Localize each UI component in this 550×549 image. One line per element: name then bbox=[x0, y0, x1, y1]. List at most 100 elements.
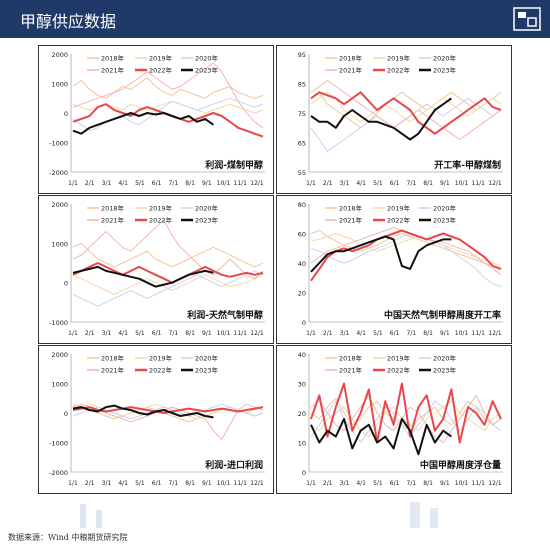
chart-title: 利润-天然气制甲醇 bbox=[186, 309, 263, 321]
x-tick-label: 5/1 bbox=[373, 330, 383, 337]
y-tick-label: 65 bbox=[298, 140, 306, 148]
x-tick-label: 6/1 bbox=[152, 480, 162, 487]
series-line-5 bbox=[310, 417, 452, 456]
chart-panel-1: 2000 1000 0 -1000 -2000 1/1 2/1 3/1 4/1 5/1 6/1 7/1… bbox=[38, 45, 274, 194]
series-line-3 bbox=[310, 80, 502, 140]
y-tick-label: 30 bbox=[298, 381, 306, 389]
x-tick-label: 10/1 bbox=[217, 330, 231, 337]
legend-label: 2022年 bbox=[387, 216, 411, 225]
legend-label: 2018年 bbox=[339, 54, 363, 63]
x-tick-label: 3/1 bbox=[340, 480, 350, 487]
x-tick-label: 9/1 bbox=[202, 480, 212, 487]
x-tick-label: 3/1 bbox=[102, 480, 112, 487]
x-tick-label: 3/1 bbox=[340, 180, 350, 187]
legend-label: 2019年 bbox=[387, 54, 411, 63]
x-tick-label: 1/1 bbox=[68, 480, 78, 487]
series-line-5 bbox=[72, 112, 214, 135]
x-tick-label: 11/1 bbox=[234, 180, 248, 187]
x-tick-label: 5/1 bbox=[373, 480, 383, 487]
x-tick-label: 2/1 bbox=[85, 180, 95, 187]
legend-label: 2018年 bbox=[101, 354, 125, 363]
y-tick-label: 0 bbox=[302, 469, 306, 477]
x-tick-label: 2/1 bbox=[85, 480, 95, 487]
x-tick-label: 8/1 bbox=[185, 180, 195, 187]
x-tick-label: 5/1 bbox=[135, 330, 145, 337]
chart-svg-2: 95 85 75 65 551/1 2/1 3/1 4/1 5/1 6/1 7/1 8/1 9/1 10/… bbox=[298, 51, 503, 187]
y-tick-label: 80 bbox=[298, 201, 306, 209]
x-tick-label: 7/1 bbox=[169, 180, 179, 187]
series-line-2 bbox=[310, 233, 502, 288]
x-tick-label: 8/1 bbox=[185, 330, 195, 337]
legend-label: 2021年 bbox=[339, 216, 363, 225]
series-line-1 bbox=[310, 400, 502, 438]
x-tick-label: 4/1 bbox=[356, 480, 366, 487]
y-tick-label: 40 bbox=[298, 260, 306, 268]
y-tick-label: 1000 bbox=[51, 381, 68, 389]
x-tick-label: 6/1 bbox=[152, 180, 162, 187]
x-tick-label: 10/1 bbox=[455, 330, 469, 337]
y-tick-label: 60 bbox=[298, 231, 306, 239]
chart-panel-2: 95 85 75 65 55 1/1 2/1 3/1 4/1 5/1 6/1 7/1 8/1 9/1 10/… bbox=[276, 45, 512, 194]
x-tick-label: 8/1 bbox=[423, 180, 433, 187]
legend-label: 2022年 bbox=[387, 66, 411, 75]
series-line-0 bbox=[310, 397, 502, 432]
x-tick-label: 2/1 bbox=[323, 180, 333, 187]
x-tick-label: 1/1 bbox=[306, 180, 316, 187]
series-line-5 bbox=[310, 97, 452, 141]
x-tick-label: 12/1 bbox=[250, 480, 264, 487]
legend-label: 2018年 bbox=[339, 354, 363, 363]
legend-label: 2021年 bbox=[339, 66, 363, 75]
legend-label: 2019年 bbox=[149, 354, 173, 363]
legend-label: 2019年 bbox=[149, 204, 173, 213]
y-tick-label: -1000 bbox=[49, 319, 68, 327]
x-tick-label: 9/1 bbox=[202, 180, 212, 187]
x-tick-label: 3/1 bbox=[102, 180, 112, 187]
x-tick-label: 11/1 bbox=[472, 180, 486, 187]
y-tick-label: 55 bbox=[298, 169, 306, 177]
x-tick-label: 9/1 bbox=[440, 330, 450, 337]
y-tick-label: -1000 bbox=[49, 140, 68, 148]
x-tick-label: 7/1 bbox=[407, 480, 417, 487]
x-tick-label: 12/1 bbox=[488, 180, 502, 187]
x-tick-label: 1/1 bbox=[68, 180, 78, 187]
x-tick-label: 2/1 bbox=[323, 480, 333, 487]
x-tick-label: 12/1 bbox=[488, 330, 502, 337]
x-tick-label: 1/1 bbox=[306, 480, 316, 487]
series-line-5 bbox=[72, 404, 214, 419]
chart-panel-5: 2000 1000 0 -1000 -2000 1/1 2/1 3/1 4/1 5/1 6/1 7/1… bbox=[38, 345, 274, 494]
x-tick-label: 7/1 bbox=[407, 180, 417, 187]
legend-label: 2020年 bbox=[433, 354, 457, 363]
chart-svg-6: 40 30 20 10 01/1 2/1 3/1 4/1 5/1 6/1 7/1 8/1 9/1 10/1… bbox=[298, 351, 503, 487]
x-tick-label: 9/1 bbox=[202, 330, 212, 337]
y-tick-label: 0 bbox=[64, 280, 68, 288]
x-tick-label: 4/1 bbox=[118, 180, 128, 187]
chart-title: 利润-煤制甲醇 bbox=[204, 159, 263, 171]
legend-label: 2019年 bbox=[387, 354, 411, 363]
x-tick-label: 3/1 bbox=[102, 330, 112, 337]
y-tick-label: 2000 bbox=[51, 201, 68, 209]
legend-label: 2022年 bbox=[149, 66, 173, 75]
chart-title: 中国甲醇周度浮仓量 bbox=[420, 459, 501, 471]
y-tick-label: 2000 bbox=[51, 51, 68, 59]
x-tick-label: 6/1 bbox=[390, 180, 400, 187]
y-tick-label: 2000 bbox=[51, 351, 68, 359]
legend-label: 2019年 bbox=[149, 54, 173, 63]
x-tick-label: 5/1 bbox=[135, 180, 145, 187]
legend-label: 2023年 bbox=[433, 366, 457, 375]
y-tick-label: 20 bbox=[298, 410, 306, 418]
x-tick-label: 7/1 bbox=[169, 480, 179, 487]
legend-label: 2021年 bbox=[101, 66, 125, 75]
company-logo-icon bbox=[513, 7, 541, 31]
y-tick-label: 1000 bbox=[51, 81, 68, 89]
legend-label: 2018年 bbox=[101, 54, 125, 63]
legend-label: 2021年 bbox=[339, 366, 363, 375]
x-tick-label: 5/1 bbox=[135, 480, 145, 487]
legend-label: 2023年 bbox=[195, 216, 219, 225]
legend-label: 2023年 bbox=[433, 66, 457, 75]
legend-label: 2019年 bbox=[387, 204, 411, 213]
chart-title: 中国天然气制甲醇周度开工率 bbox=[384, 309, 501, 321]
chart-title: 利润-进口利润 bbox=[204, 459, 263, 471]
x-tick-label: 8/1 bbox=[423, 480, 433, 487]
